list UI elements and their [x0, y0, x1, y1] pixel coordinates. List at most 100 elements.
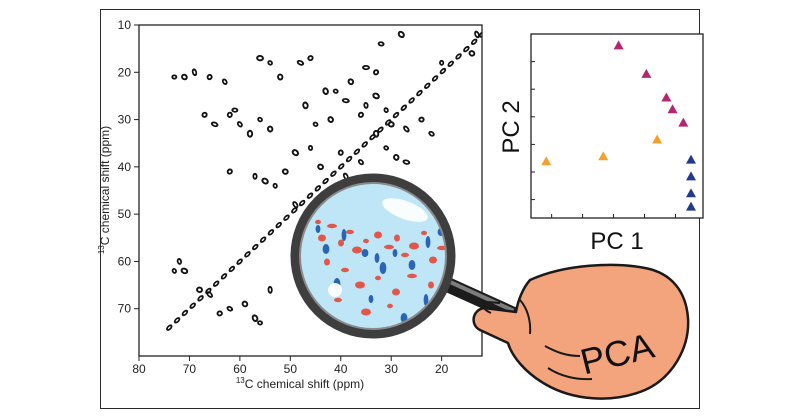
contour-peak [314, 185, 322, 192]
contour-peak [226, 305, 234, 312]
pca-triangle-point [598, 151, 609, 161]
nmr-x-tick-label: 70 [183, 362, 197, 376]
contour-peak [397, 30, 405, 39]
hand-shape [472, 263, 690, 400]
contour-peak [439, 59, 445, 66]
pca-triangle-point [686, 188, 696, 198]
contour-peak [292, 201, 299, 209]
contour-peak [468, 50, 476, 57]
pca-points [541, 40, 696, 211]
contour-peak [283, 214, 290, 221]
contour-peak [206, 291, 213, 298]
contour-peak [228, 265, 236, 273]
contour-peak [220, 273, 228, 280]
contour-peak [392, 111, 400, 119]
blue-peak [361, 249, 369, 257]
contour-peak [171, 74, 178, 80]
nmr-y-tick-label: 70 [118, 302, 132, 316]
contour-peak [236, 121, 243, 128]
contour-peak [306, 192, 314, 199]
red-peak [387, 303, 393, 309]
blue-peak [423, 294, 429, 306]
pca-triangle-point [678, 117, 689, 127]
pca-y-axis-label: PC 2 [498, 100, 525, 153]
contour-peak [206, 73, 213, 81]
contour-peak [180, 267, 189, 275]
contour-peak [416, 89, 423, 97]
red-peak [324, 258, 330, 266]
nmr-y-tick-label: 30 [118, 113, 132, 127]
pca-axis-ticks [531, 61, 676, 218]
contour-peak [173, 317, 181, 324]
contour-peak [455, 53, 462, 60]
blue-peak [374, 253, 380, 263]
nmr-x-tick-label: 80 [132, 362, 146, 376]
nmr-x-tick-label: 20 [435, 362, 449, 376]
contour-peak [463, 45, 470, 53]
red-peak [361, 308, 371, 316]
lens-rim [290, 173, 456, 339]
contour-peak [210, 121, 219, 128]
pca-triangle-point [686, 201, 696, 211]
nmr-x-tick-label: 30 [385, 362, 399, 376]
blue-peak [341, 229, 347, 241]
contour-peak [277, 73, 284, 81]
blue-peak [368, 295, 374, 303]
pca-triangle-point [613, 40, 624, 50]
pca-triangle-point [541, 156, 552, 166]
nmr-y-tick-label: 10 [118, 18, 132, 32]
red-peak [407, 273, 417, 279]
contour-peak [201, 111, 208, 118]
contour-peak [291, 149, 299, 157]
blue-peak [379, 262, 387, 274]
red-peak [363, 238, 369, 244]
pca-scatter-plot: PC 1 PC 2 [498, 33, 704, 255]
nmr-x-tick-label: 50 [284, 362, 298, 376]
contour-peak [246, 129, 254, 138]
contour-peak [226, 168, 233, 175]
contour-peak [332, 88, 339, 94]
red-peak [338, 239, 344, 247]
pca-triangle-point [686, 154, 696, 164]
red-peak [334, 297, 342, 303]
red-peak [392, 288, 400, 296]
contour-peak [424, 82, 431, 89]
contour-peak [272, 182, 278, 189]
contour-peak [373, 69, 380, 76]
contour-peak [259, 236, 267, 243]
red-peak [429, 256, 437, 264]
contour-peak [256, 54, 265, 62]
contour-peak [327, 116, 334, 123]
red-peak [421, 230, 427, 236]
contour-peak [302, 101, 309, 110]
red-peak [346, 229, 354, 235]
red-peak [374, 231, 382, 239]
pca-triangle-point [641, 68, 652, 78]
nmr-x-tick-label: 60 [233, 362, 247, 376]
contour-peak [439, 67, 447, 75]
pca-triangle-point [652, 134, 663, 144]
red-peak [428, 281, 434, 289]
contour-peak [341, 98, 350, 104]
nmr-y-axis-label: 13C chemical shift (ppm) [97, 126, 112, 254]
contour-peak [402, 159, 411, 165]
blue-peak [408, 260, 416, 270]
contour-peak [231, 107, 239, 113]
red-peak [355, 281, 365, 289]
blue-peak [315, 225, 321, 233]
contour-peak [312, 121, 319, 127]
contour-peak [353, 148, 361, 155]
nmr-x-axis-ticks: 80 70 60 50 40 30 20 [132, 356, 449, 376]
contour-peak [241, 300, 249, 308]
pca-triangle-point [667, 104, 678, 114]
contour-peak [408, 97, 415, 104]
nmr-y-tick-label: 40 [118, 160, 132, 174]
red-peak [394, 234, 400, 242]
contour-peak [212, 280, 220, 287]
contour-peak [377, 41, 385, 47]
nmr-y-axis-ticks: 10 20 30 40 50 60 70 [118, 18, 139, 316]
contour-peak [261, 177, 269, 185]
contour-peak [226, 111, 233, 118]
contour-peak [362, 65, 370, 71]
